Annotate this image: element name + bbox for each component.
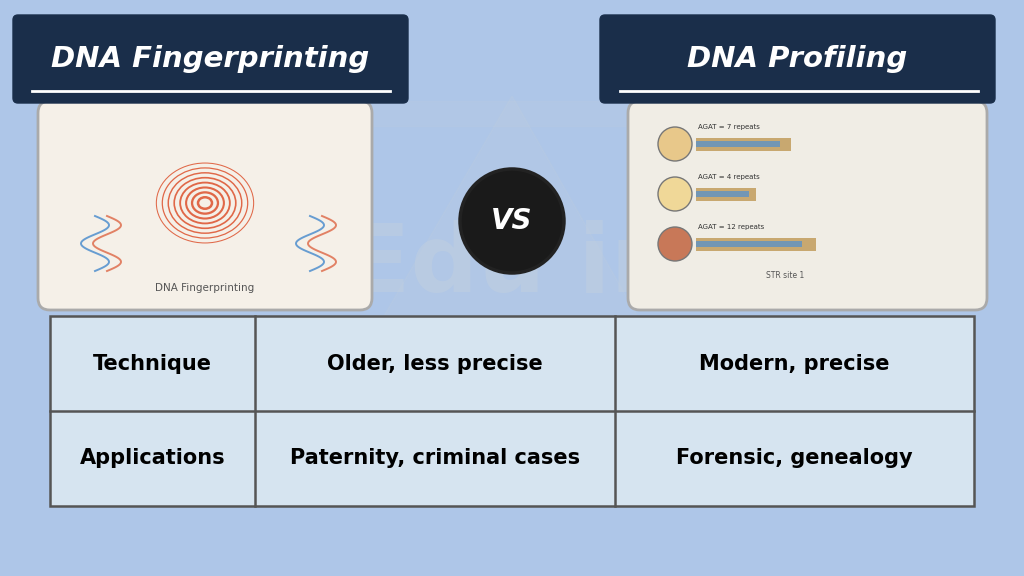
Bar [360, 101, 660, 126]
Bar [696, 188, 756, 200]
Text: STR site 1: STR site 1 [766, 271, 804, 281]
Text: DNA Profiling: DNA Profiling [687, 45, 907, 73]
FancyBboxPatch shape [628, 101, 987, 310]
Circle shape [658, 127, 692, 161]
Bar [696, 237, 816, 251]
Circle shape [658, 227, 692, 261]
Text: Forensic, genealogy: Forensic, genealogy [676, 449, 912, 468]
Text: Edu in: Edu in [346, 220, 678, 312]
Text: VS: VS [492, 207, 532, 235]
Bar [696, 138, 791, 150]
Text: DNA Fingerprinting: DNA Fingerprinting [156, 283, 255, 293]
Text: Applications: Applications [80, 449, 225, 468]
Bar [696, 141, 779, 147]
Text: Technique: Technique [93, 354, 212, 373]
Polygon shape [319, 96, 700, 426]
Circle shape [658, 177, 692, 211]
Bar [696, 191, 749, 197]
Text: AGAT = 4 repeats: AGAT = 4 repeats [698, 174, 760, 180]
FancyBboxPatch shape [38, 101, 372, 310]
Text: Modern, precise: Modern, precise [699, 354, 890, 373]
Circle shape [460, 169, 564, 273]
Bar [696, 241, 802, 247]
Text: DNA Fingerprinting: DNA Fingerprinting [51, 45, 370, 73]
Bar [50, 316, 974, 506]
Text: Paternity, criminal cases: Paternity, criminal cases [290, 449, 580, 468]
FancyBboxPatch shape [600, 15, 995, 103]
FancyBboxPatch shape [13, 15, 408, 103]
Text: Older, less precise: Older, less precise [327, 354, 543, 373]
Text: AGAT = 12 repeats: AGAT = 12 repeats [698, 224, 764, 230]
Text: AGAT = 7 repeats: AGAT = 7 repeats [698, 124, 760, 130]
